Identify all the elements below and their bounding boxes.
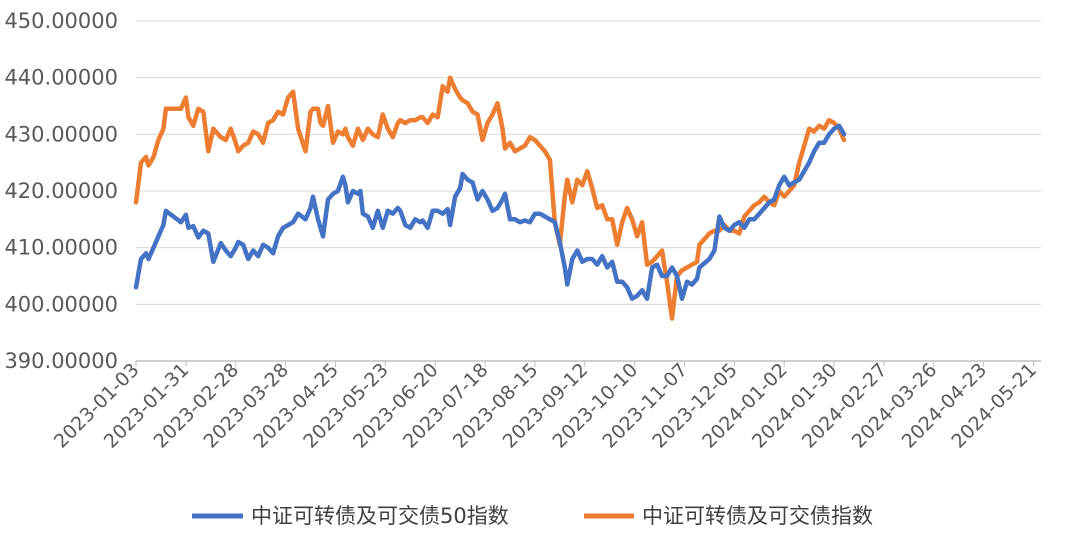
y-tick-label: 430.00000	[4, 122, 118, 146]
x-axis-ticks: 2023-01-032023-01-312023-02-282023-03-28…	[50, 359, 1041, 453]
y-tick-label: 440.00000	[4, 66, 118, 90]
series-line-2	[133, 75, 847, 321]
y-tick-label: 400.00000	[4, 292, 118, 316]
grid-lines	[136, 20, 1041, 305]
y-tick-label: 420.00000	[4, 179, 118, 203]
legend-item-2: 中证可转债及可交债指数	[584, 504, 873, 528]
y-tick-label: 410.00000	[4, 236, 118, 260]
series-group	[133, 75, 847, 321]
legend: 中证可转债及可交债50指数 中证可转债及可交债指数	[192, 504, 873, 528]
y-axis: 390.00000 400.00000 410.00000 420.00000 430.…	[4, 9, 118, 373]
legend-label-1: 中证可转债及可交债50指数	[251, 504, 509, 528]
y-tick-label: 390.00000	[4, 349, 118, 373]
x-tick-label: 2023-01-03	[50, 359, 144, 453]
legend-label-2: 中证可转债及可交债指数	[642, 504, 873, 528]
y-tick-label: 450.00000	[4, 9, 118, 33]
legend-item-1: 中证可转债及可交债50指数	[192, 504, 509, 528]
series-line-1	[133, 123, 847, 301]
